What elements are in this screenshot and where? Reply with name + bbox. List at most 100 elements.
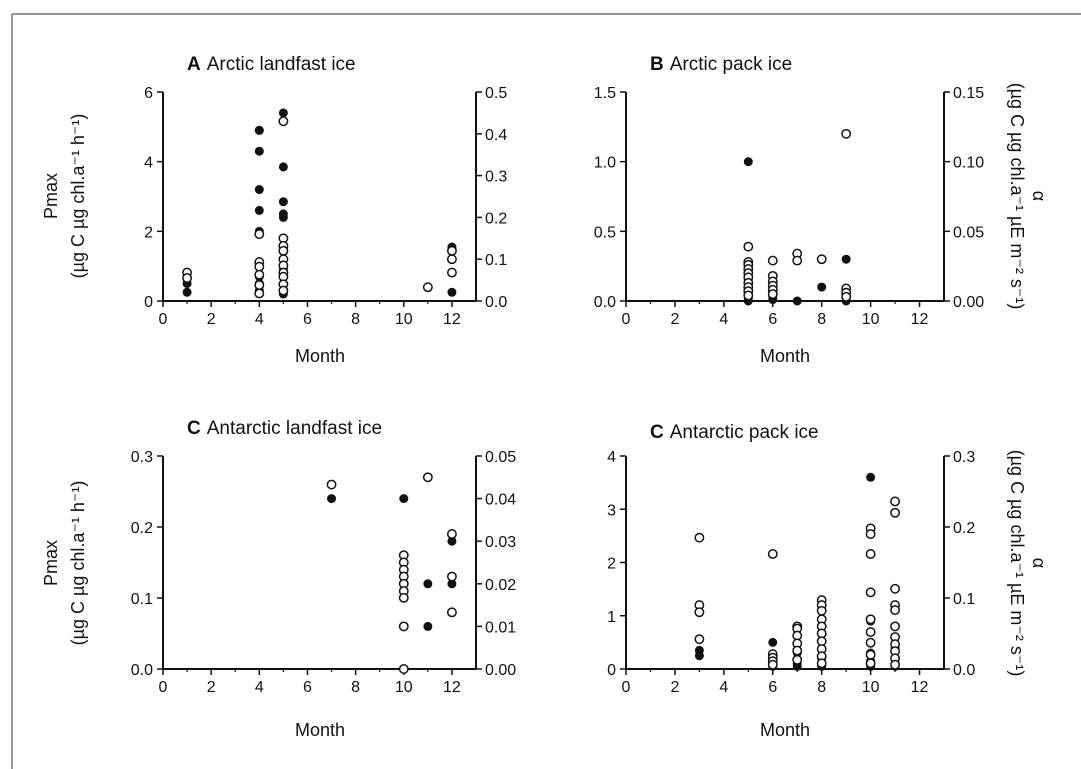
panel-letter: C xyxy=(650,422,664,443)
y-tick-label-left: 0.3 xyxy=(131,449,153,466)
data-point-open xyxy=(890,507,901,518)
data-point-open xyxy=(767,659,778,670)
panel-3: C Antarctic landfast ice 0 2 4 6 8 10 12 0.0 0.1 0.… xyxy=(41,418,516,740)
data-point-open xyxy=(816,605,827,616)
x-tick-label: 8 xyxy=(351,311,360,328)
y-tick-label-right: 0.2 xyxy=(953,520,975,537)
data-point-open xyxy=(446,529,457,539)
data-point-filled xyxy=(399,494,409,504)
data-point-open xyxy=(743,290,754,301)
y-tick-label-right: 0.05 xyxy=(485,449,516,466)
x-tick-label: 8 xyxy=(351,679,360,696)
y-tick-label-left: 0.0 xyxy=(131,662,153,679)
x-tick-label: 6 xyxy=(303,311,312,328)
data-point-open xyxy=(694,607,705,618)
y-tick-label-right: 0.3 xyxy=(953,449,975,466)
x-tick-label: 10 xyxy=(395,311,413,328)
y-tick-label-left: 4 xyxy=(144,155,153,172)
data-point-open xyxy=(890,496,901,507)
data-point-open xyxy=(278,116,289,127)
data-point-filled xyxy=(182,287,192,297)
x-tick-label: 4 xyxy=(719,679,728,696)
panel-1: A Arctic landfast ice 0 2 4 6 8 10 12 0 2 4 6 0.0 0.1 0… xyxy=(41,54,507,366)
data-point-filled xyxy=(278,212,288,222)
data-point-open xyxy=(254,261,265,272)
data-point-open xyxy=(446,267,457,278)
y-tick-label-left: 4 xyxy=(607,449,616,466)
data-point-open xyxy=(278,245,289,256)
data-point-open xyxy=(398,621,409,632)
y-tick-label-right: 0.3 xyxy=(485,169,507,186)
y-label-line-1: Pmax xyxy=(41,540,61,586)
data-point-filled xyxy=(694,651,704,661)
data-point-open xyxy=(326,479,337,490)
x-tick-label: 10 xyxy=(862,311,880,328)
x-tick-label: 12 xyxy=(443,679,461,696)
x-tick-label: 12 xyxy=(911,311,929,328)
data-point-open xyxy=(422,282,433,293)
y-tick-label-right: 0.03 xyxy=(485,534,516,551)
x-axis-label: Month xyxy=(760,720,810,740)
data-point-filled xyxy=(841,254,851,264)
data-point-open xyxy=(182,273,193,283)
panel-title: Arctic landfast ice xyxy=(207,54,356,75)
y-tick-label-right: 0.10 xyxy=(953,155,984,172)
data-point-open xyxy=(422,472,433,483)
y-tick-label-right: 0.15 xyxy=(953,85,984,102)
y-tick-label-right: 0.00 xyxy=(953,294,984,311)
data-point-open xyxy=(446,245,457,256)
y-tick-label-left: 3 xyxy=(607,502,616,519)
data-point-filled xyxy=(447,287,457,297)
data-point-open xyxy=(767,289,778,299)
data-point-open xyxy=(890,621,901,632)
data-point-open xyxy=(446,571,457,582)
x-tick-label: 12 xyxy=(443,311,461,328)
data-point-open xyxy=(890,583,901,594)
y-axis-label-left: Pmax (µg C µg chl.a⁻¹ h⁻¹) xyxy=(41,114,88,279)
data-point-open xyxy=(254,269,265,280)
data-point-filled xyxy=(423,621,433,631)
y-tick-label-right: 0.05 xyxy=(953,224,984,241)
panel-title: Antarctic pack ice xyxy=(670,422,819,443)
x-tick-label: 0 xyxy=(159,311,168,328)
data-point-filled xyxy=(278,162,288,172)
data-point-open xyxy=(865,614,876,625)
x-tick-label: 8 xyxy=(817,679,826,696)
panel-title: Antarctic landfast ice xyxy=(207,418,382,439)
y-label-right-units: (µg C µg chl.a⁻¹ µE m⁻² s⁻¹) xyxy=(1007,83,1027,310)
data-point-open xyxy=(816,658,827,669)
data-point-open xyxy=(398,592,409,603)
data-point-filled xyxy=(278,197,288,207)
panel-title: Arctic pack ice xyxy=(670,54,792,75)
data-point-open xyxy=(792,654,803,665)
x-tick-label: 2 xyxy=(670,679,679,696)
x-tick-label: 10 xyxy=(395,679,413,696)
y-tick-label-right: 0.4 xyxy=(485,127,507,144)
y-tick-label-left: 0.5 xyxy=(594,224,616,241)
y-tick-label-left: 1 xyxy=(607,609,616,626)
data-point-open xyxy=(446,607,457,618)
y-tick-label-left: 1.5 xyxy=(594,85,616,102)
y-tick-label-left: 0.2 xyxy=(131,520,153,537)
y-label-line-1: Pmax xyxy=(41,173,61,219)
y-tick-label-left: 6 xyxy=(144,85,153,102)
y-tick-label-right: 0.1 xyxy=(953,591,975,608)
y-tick-label-left: 0.1 xyxy=(131,591,153,608)
y-tick-label-right: 0.04 xyxy=(485,492,516,509)
x-tick-label: 6 xyxy=(768,311,777,328)
panel-letter: C xyxy=(187,418,201,439)
y-tick-label-right: 0.02 xyxy=(485,577,516,594)
data-point-open xyxy=(254,280,265,291)
x-tick-label: 4 xyxy=(255,311,264,328)
data-point-filled xyxy=(278,108,288,118)
x-tick-label: 6 xyxy=(303,679,312,696)
y-label-line-2: (µg C µg chl.a⁻¹ h⁻¹) xyxy=(68,114,88,279)
y-tick-label-right: 0.0 xyxy=(953,662,975,679)
data-point-open xyxy=(865,649,876,660)
data-point-filled xyxy=(327,494,337,504)
data-point-filled xyxy=(792,296,802,306)
y-tick-label-left: 2 xyxy=(607,556,616,573)
data-point-filled xyxy=(743,157,753,167)
y-tick-label-right: 0.1 xyxy=(485,252,507,269)
